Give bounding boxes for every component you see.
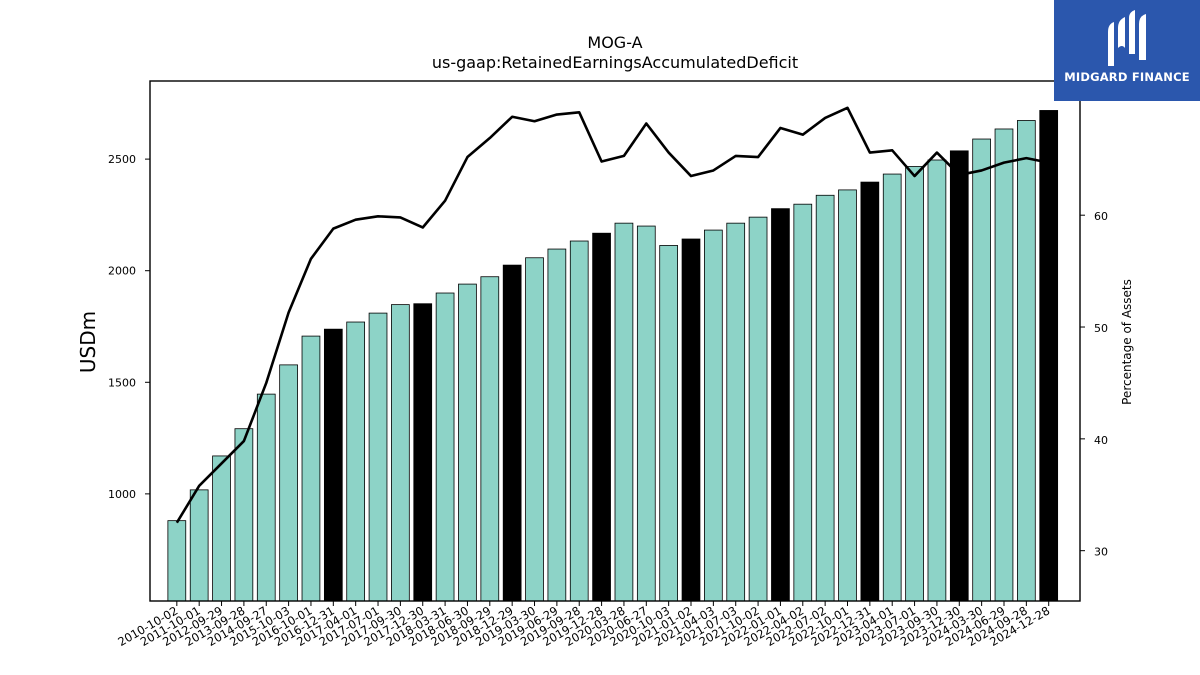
chart-subtitle: us-gaap:RetainedEarningsAccumulatedDefic… xyxy=(432,53,798,72)
bar xyxy=(659,245,678,602)
y2-tick-label: 50 xyxy=(1094,322,1108,335)
y2-tick-label: 40 xyxy=(1094,434,1108,447)
bar xyxy=(458,283,477,602)
axes: 1000150020002500304050602010-10-022011-1… xyxy=(108,80,1108,649)
bar xyxy=(704,229,723,602)
percent-assets-line xyxy=(175,106,1049,524)
bar xyxy=(771,208,790,602)
bar xyxy=(212,455,231,602)
midgard-finance-logo: MIDGARD FINANCE xyxy=(1054,0,1200,101)
y2-tick-label: 30 xyxy=(1094,546,1108,559)
bar xyxy=(435,292,455,602)
midgard-m-icon xyxy=(1108,10,1146,66)
bar xyxy=(636,225,656,602)
bar xyxy=(815,194,835,602)
bar xyxy=(279,364,298,602)
logo-text: MIDGARD FINANCE xyxy=(1064,70,1190,84)
bar xyxy=(301,335,321,602)
bar xyxy=(525,257,544,602)
bar xyxy=(391,304,410,602)
bar xyxy=(882,173,902,602)
chart-title: MOG-A xyxy=(587,33,642,52)
bar xyxy=(972,138,991,602)
bar xyxy=(167,520,187,602)
bar xyxy=(1039,110,1059,602)
y-tick-label: 1500 xyxy=(108,376,136,389)
bar xyxy=(838,189,857,602)
bar-series xyxy=(167,110,1059,602)
bar xyxy=(480,276,500,602)
bar xyxy=(793,203,813,602)
y-axis-label: USDm xyxy=(76,311,100,373)
bar xyxy=(994,128,1014,602)
bar xyxy=(569,240,589,602)
bar xyxy=(189,489,209,602)
bar xyxy=(502,264,522,602)
y2-axis-label: Percentage of Assets xyxy=(1120,279,1134,405)
bar xyxy=(547,248,567,602)
y-tick-label: 2500 xyxy=(108,153,136,166)
bar xyxy=(927,159,947,602)
bar xyxy=(323,328,343,602)
y-tick-label: 1000 xyxy=(108,488,136,501)
bar xyxy=(413,303,433,602)
bar xyxy=(592,232,611,602)
bar xyxy=(748,216,768,602)
y-tick-label: 2000 xyxy=(108,265,136,278)
y2-tick-label: 60 xyxy=(1094,210,1108,223)
bar xyxy=(949,150,969,602)
bar xyxy=(256,393,276,602)
bar xyxy=(614,222,634,602)
bar xyxy=(681,238,701,602)
bar xyxy=(234,428,254,602)
bar xyxy=(726,222,746,602)
bar xyxy=(1017,120,1036,602)
bar xyxy=(368,312,388,602)
bar xyxy=(905,166,924,602)
bar xyxy=(860,181,880,602)
bar xyxy=(346,321,366,602)
plot-frame xyxy=(149,80,1081,602)
line-series xyxy=(175,106,1049,524)
